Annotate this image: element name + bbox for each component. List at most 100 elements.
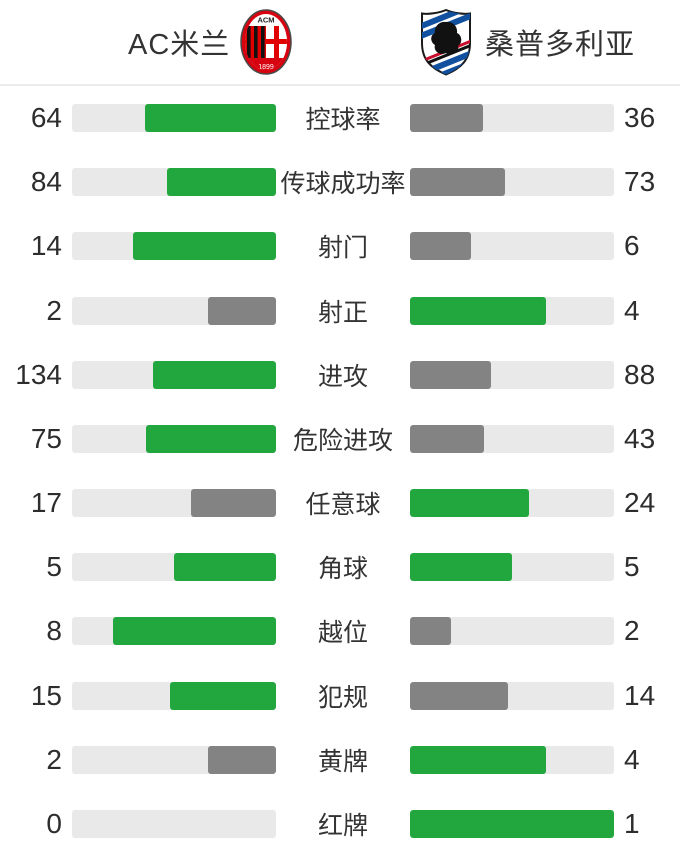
away-bar-fill bbox=[410, 424, 485, 453]
away-bar-fill bbox=[410, 489, 530, 518]
away-value: 1 bbox=[624, 807, 640, 839]
away-bar-track bbox=[410, 360, 614, 389]
match-header: AC米兰 1899 ACM bbox=[0, 0, 680, 86]
home-bar-track bbox=[72, 232, 276, 261]
away-bar-fill bbox=[410, 360, 491, 389]
away-bar-fill bbox=[410, 104, 484, 133]
away-bar-fill bbox=[410, 168, 505, 197]
away-bar-fill bbox=[410, 296, 546, 325]
stat-row: 2 射正 4 bbox=[0, 279, 680, 343]
home-bar-track bbox=[72, 745, 276, 774]
away-bar-fill bbox=[410, 617, 451, 646]
home-value: 84 bbox=[30, 166, 62, 198]
stat-row: 0 红牌 1 bbox=[0, 792, 680, 856]
home-bar-fill bbox=[152, 360, 276, 389]
stat-label: 越位 bbox=[317, 619, 368, 648]
stat-row: 75 危险进攻 43 bbox=[0, 407, 680, 471]
home-value: 14 bbox=[30, 230, 62, 262]
stat-label: 红牌 bbox=[317, 811, 368, 840]
sampdoria-crest-icon bbox=[420, 8, 471, 76]
away-value: 6 bbox=[624, 230, 640, 262]
home-value: 2 bbox=[46, 294, 62, 326]
stat-row: 14 射门 6 bbox=[0, 214, 680, 278]
home-value: 8 bbox=[46, 615, 62, 647]
svg-text:1899: 1899 bbox=[259, 64, 275, 71]
away-bar-track bbox=[410, 296, 614, 325]
away-bar-fill bbox=[410, 232, 472, 261]
stat-label: 危险进攻 bbox=[292, 426, 393, 455]
away-team: 桑普多利亚 bbox=[417, 7, 635, 77]
away-value: 5 bbox=[624, 551, 640, 583]
home-bar-track bbox=[72, 296, 276, 325]
home-value: 2 bbox=[46, 743, 62, 775]
away-value: 4 bbox=[624, 743, 640, 775]
home-bar-track bbox=[72, 809, 276, 838]
home-bar-track bbox=[72, 489, 276, 518]
away-value: 2 bbox=[624, 615, 640, 647]
away-value: 88 bbox=[624, 358, 656, 390]
home-bar-track bbox=[72, 681, 276, 710]
home-bar-fill bbox=[208, 745, 276, 774]
stat-label: 犯规 bbox=[317, 683, 368, 712]
home-value: 17 bbox=[30, 487, 62, 519]
stat-row: 15 犯规 14 bbox=[0, 664, 680, 728]
home-bar-track bbox=[72, 360, 276, 389]
stat-label: 控球率 bbox=[305, 106, 381, 135]
stat-row: 134 进攻 88 bbox=[0, 343, 680, 407]
away-value: 73 bbox=[624, 166, 656, 198]
away-value: 24 bbox=[624, 487, 656, 519]
home-bar-fill bbox=[133, 232, 276, 261]
home-bar-track bbox=[72, 553, 276, 582]
away-team-name: 桑普多利亚 bbox=[484, 29, 635, 61]
ac-milan-crest-icon: 1899 ACM bbox=[240, 9, 293, 75]
away-bar-fill bbox=[410, 745, 546, 774]
home-bar-fill bbox=[208, 296, 276, 325]
home-bar-fill bbox=[145, 104, 276, 133]
stat-label: 任意球 bbox=[305, 491, 381, 520]
stat-label: 进攻 bbox=[317, 362, 368, 391]
home-value: 0 bbox=[46, 807, 62, 839]
away-bar-track bbox=[410, 809, 614, 838]
away-value: 36 bbox=[624, 102, 656, 134]
svg-text:ACM: ACM bbox=[258, 16, 275, 25]
away-bar-track bbox=[410, 424, 614, 453]
stat-row: 17 任意球 24 bbox=[0, 471, 680, 535]
home-value: 15 bbox=[30, 679, 62, 711]
away-bar-track bbox=[410, 232, 614, 261]
away-bar-fill bbox=[410, 681, 509, 710]
home-team: AC米兰 1899 ACM bbox=[128, 9, 293, 75]
stat-label: 传球成功率 bbox=[280, 170, 406, 199]
away-bar-fill bbox=[410, 553, 512, 582]
away-bar-track bbox=[410, 745, 614, 774]
home-value: 5 bbox=[46, 551, 62, 583]
away-bar-track bbox=[410, 617, 614, 646]
stat-row: 2 黄牌 4 bbox=[0, 728, 680, 792]
home-bar-track bbox=[72, 617, 276, 646]
home-team-name: AC米兰 bbox=[128, 29, 231, 61]
home-bar-fill bbox=[146, 424, 276, 453]
home-bar-track bbox=[72, 424, 276, 453]
stat-row: 84 传球成功率 73 bbox=[0, 150, 680, 214]
home-bar-track bbox=[72, 168, 276, 197]
away-bar-track bbox=[410, 104, 614, 133]
stat-row: 5 角球 5 bbox=[0, 535, 680, 599]
away-bar-track bbox=[410, 553, 614, 582]
home-bar-fill bbox=[112, 617, 276, 646]
home-bar-track bbox=[72, 104, 276, 133]
away-bar-track bbox=[410, 168, 614, 197]
stat-row: 8 越位 2 bbox=[0, 599, 680, 663]
away-value: 4 bbox=[624, 294, 640, 326]
home-value: 64 bbox=[30, 102, 62, 134]
away-value: 43 bbox=[624, 422, 656, 454]
home-value: 75 bbox=[30, 422, 62, 454]
stats-list: 64 控球率 36 84 传球成功率 73 14 射门 6 2 bbox=[0, 86, 680, 856]
away-bar-track bbox=[410, 489, 614, 518]
home-bar-fill bbox=[166, 168, 276, 197]
away-bar-track bbox=[410, 681, 614, 710]
stat-label: 射门 bbox=[317, 234, 368, 263]
home-bar-fill bbox=[170, 681, 276, 710]
home-value: 134 bbox=[15, 358, 62, 390]
stat-row: 64 控球率 36 bbox=[0, 86, 680, 150]
home-bar-fill bbox=[174, 553, 276, 582]
away-bar-fill bbox=[410, 809, 614, 838]
